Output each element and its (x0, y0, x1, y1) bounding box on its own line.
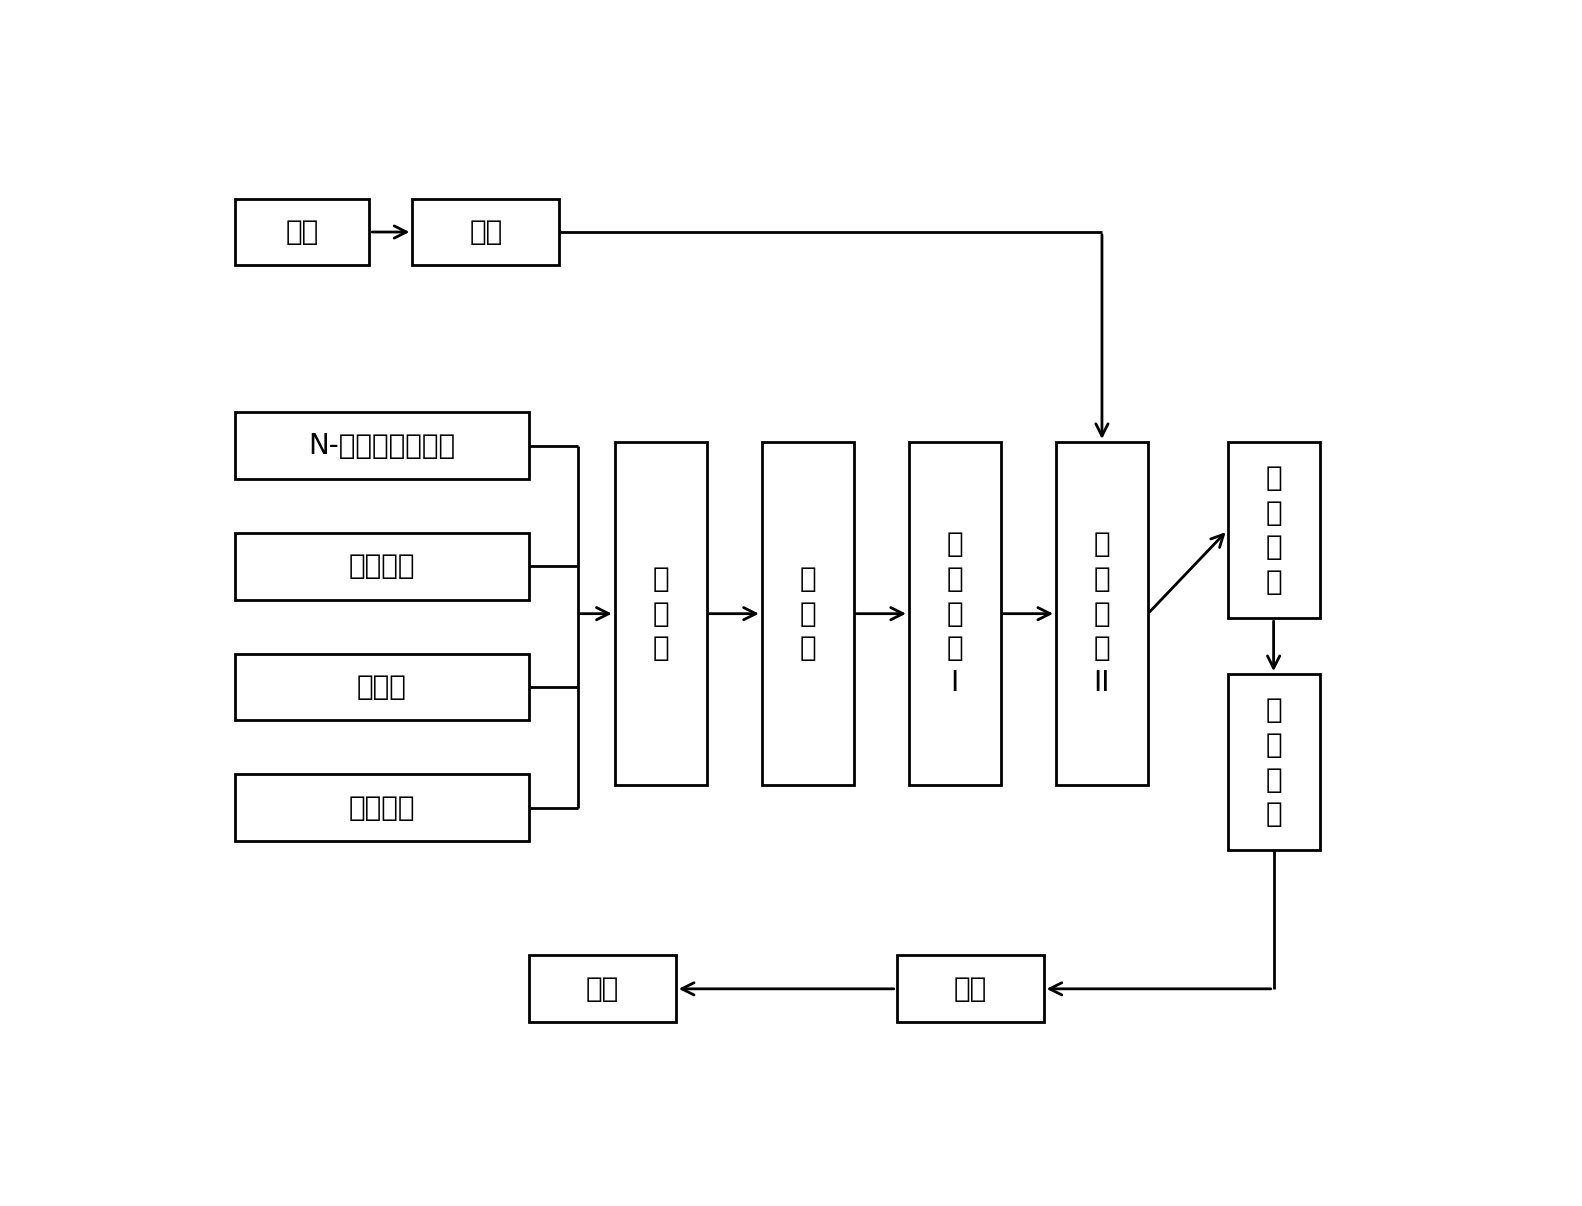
Bar (1057, 441, 1149, 785)
Text: 丙烯酰胺: 丙烯酰胺 (348, 552, 414, 580)
Text: 通
氮
除
氧
I: 通 氮 除 氧 I (946, 531, 963, 697)
Bar (897, 955, 1044, 1023)
Bar (234, 654, 528, 720)
Text: 产品: 产品 (585, 974, 619, 1003)
Text: 丙烯酸: 丙烯酸 (356, 673, 407, 701)
Bar (234, 199, 370, 265)
Text: 纤维: 纤维 (285, 218, 318, 246)
Bar (234, 412, 528, 479)
Bar (528, 955, 676, 1023)
Text: 接
枝
纤
维: 接 枝 纤 维 (1266, 696, 1281, 829)
Bar (614, 441, 707, 785)
Text: 通
氮
除
氧
II: 通 氮 除 氧 II (1093, 531, 1111, 697)
Bar (763, 441, 854, 785)
Bar (1228, 674, 1319, 850)
Text: 洗涤: 洗涤 (954, 974, 987, 1003)
Text: N-异丙基丙烯酰胺: N-异丙基丙烯酰胺 (308, 432, 456, 459)
Text: 硫酸亚铁: 硫酸亚铁 (348, 794, 414, 821)
Text: 反
应
器: 反 应 器 (799, 566, 816, 662)
Text: 接
枝
液: 接 枝 液 (652, 566, 669, 662)
Text: 辐照: 辐照 (470, 218, 503, 246)
Bar (413, 199, 560, 265)
Bar (234, 774, 528, 842)
Bar (234, 533, 528, 599)
Text: 接
枝
反
应: 接 枝 反 应 (1266, 464, 1281, 596)
Bar (1228, 441, 1319, 619)
Bar (908, 441, 1001, 785)
